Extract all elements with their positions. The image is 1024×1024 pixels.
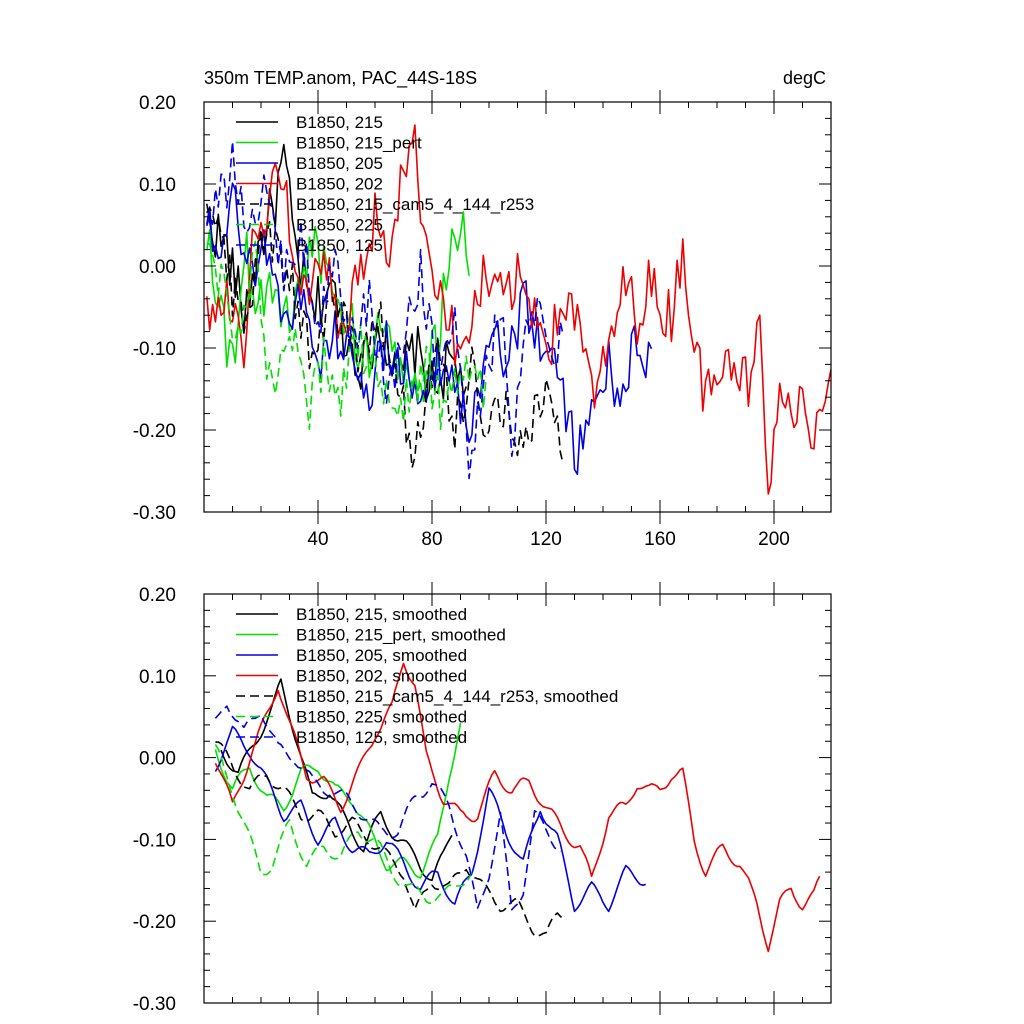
series-line	[206, 240, 487, 431]
legend-label: B1850, 215_cam5_4_144_r253, smoothed	[296, 687, 618, 706]
legend-label: B1850, 215_pert, smoothed	[296, 626, 506, 645]
series-line	[206, 124, 831, 495]
x-tick-label: 160	[644, 529, 676, 550]
y-tick-label: -0.30	[133, 503, 176, 524]
y-tick-label: -0.10	[133, 339, 176, 360]
series-line	[206, 182, 653, 476]
x-tick-label: 80	[421, 529, 442, 550]
top-chart-panel: -0.30 -0.20 -0.10 0.00 0.10 0.20 40 80 120 160 200…	[133, 90, 832, 550]
y-tick-label: 0.00	[139, 749, 176, 770]
legend-label: B1850, 202, smoothed	[296, 667, 467, 686]
series-line	[214, 705, 561, 911]
y-tick-label: 0.10	[139, 667, 176, 688]
legend-label: B1850, 225, smoothed	[296, 708, 467, 727]
units-label: degC	[783, 68, 826, 88]
legend-label: B1850, 205	[296, 154, 383, 173]
legend-label: B1850, 125, smoothed	[296, 728, 467, 747]
legend-label: B1850, 215	[296, 113, 383, 132]
legend-label: B1850, 202	[296, 175, 383, 194]
y-tick-label: -0.20	[133, 421, 176, 442]
panel-title: 350m TEMP.anom, PAC_44S-18S	[204, 68, 477, 89]
x-tick-label: 40	[307, 529, 328, 550]
bottom-chart-panel: -0.30 -0.20 -0.10 0.00 0.10 0.20 B1850, 215, s…	[133, 582, 832, 1015]
y-tick-label: -0.30	[133, 994, 176, 1015]
legend-label: B1850, 215_pert	[296, 134, 422, 153]
legend-label: B1850, 215_cam5_4_144_r253	[296, 195, 534, 214]
legend-label: B1850, 215, smoothed	[296, 605, 467, 624]
legend-label: B1850, 225	[296, 216, 383, 235]
legend-label: B1850, 125	[296, 236, 383, 255]
y-tick-label: -0.10	[133, 830, 176, 851]
x-tick-label: 200	[758, 529, 790, 550]
y-tick-label: -0.20	[133, 912, 176, 933]
y-tick-label: 0.10	[139, 175, 176, 196]
series-line	[206, 140, 564, 480]
series-line	[214, 744, 476, 905]
y-tick-label: 0.20	[139, 93, 176, 114]
series-line	[206, 211, 470, 403]
series-line	[206, 207, 564, 469]
y-tick-label: 0.00	[139, 257, 176, 278]
series-line	[214, 725, 647, 913]
x-tick-label: 120	[530, 529, 562, 550]
y-tick-label: 0.20	[139, 585, 176, 606]
legend: B1850, 215, smoothed B1850, 215_pert, smo…	[236, 605, 618, 747]
legend-label: B1850, 205, smoothed	[296, 646, 467, 665]
series-line	[206, 143, 467, 401]
series-line	[214, 723, 462, 879]
series-line	[215, 741, 567, 937]
